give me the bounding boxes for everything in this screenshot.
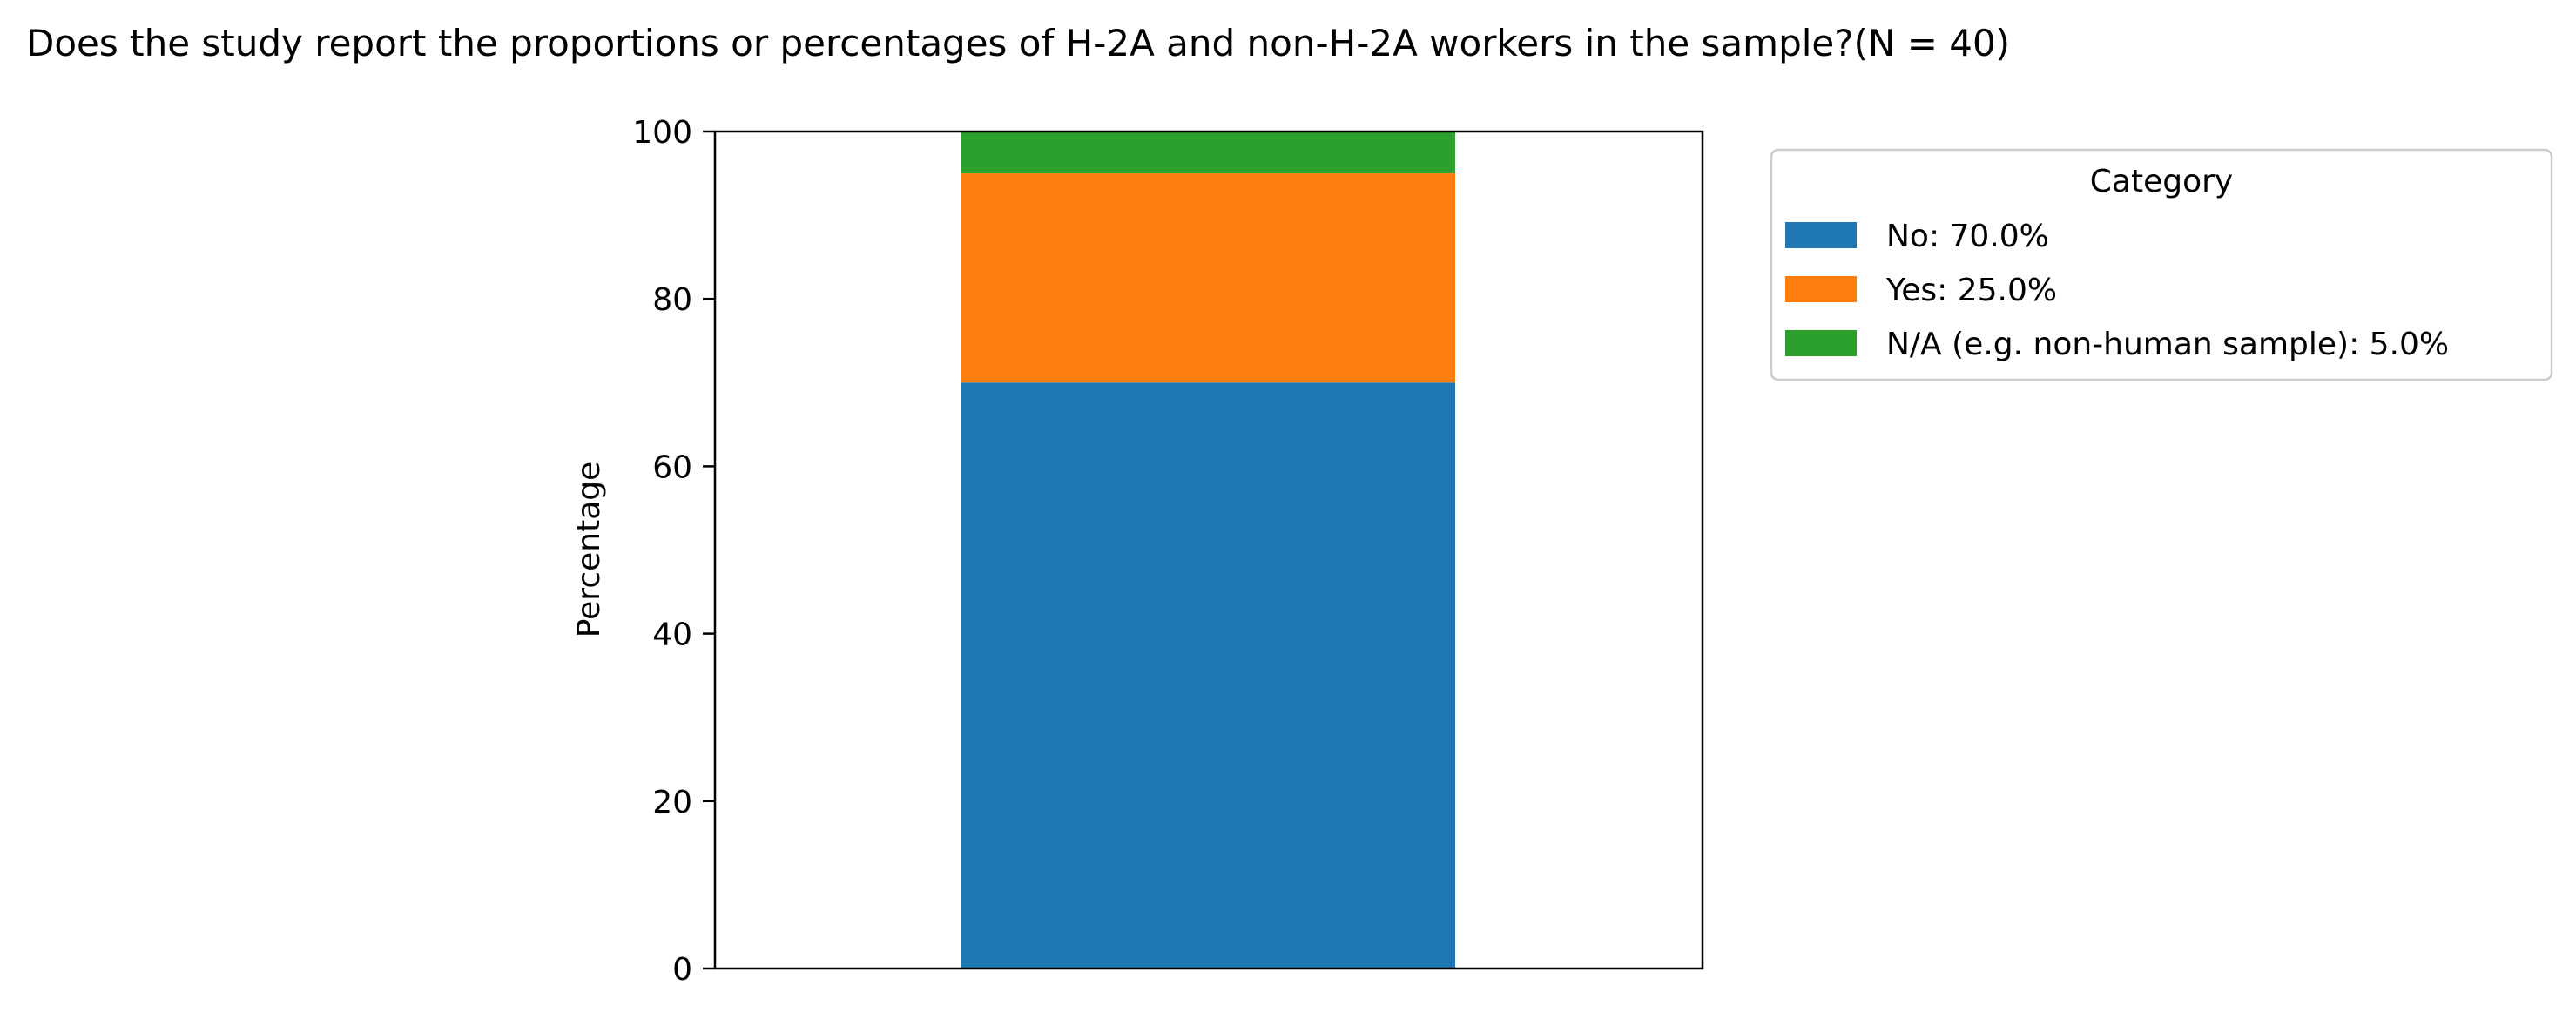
legend: Category No: 70.0% Yes: 25.0% N/A (e.g. no… (1770, 148, 2553, 381)
legend-swatch-0 (1785, 222, 1857, 248)
bar-segment-2 (961, 132, 1455, 174)
y-axis: 0 20 40 60 80 100 (632, 115, 715, 988)
y-tick-label-0: 0 (672, 952, 692, 988)
legend-title: Category (2090, 164, 2233, 199)
y-tick-label-1: 20 (652, 785, 692, 820)
y-axis-label: Percentage (571, 462, 607, 638)
bars-layer (961, 132, 1455, 968)
chart-title: Does the study report the proportions or… (26, 22, 2010, 64)
y-tick-label-3: 60 (652, 449, 692, 485)
legend-swatch-1 (1785, 276, 1857, 302)
legend-swatch-2 (1785, 330, 1857, 356)
y-tick-label-4: 80 (652, 282, 692, 318)
y-tick-label-5: 100 (632, 115, 692, 151)
legend-label-0: No: 70.0% (1886, 219, 2049, 254)
legend-items: No: 70.0% Yes: 25.0% N/A (e.g. non-human s… (1785, 219, 2449, 362)
legend-label-1: Yes: 25.0% (1885, 273, 2057, 308)
y-tick-label-2: 40 (652, 617, 692, 653)
bar-segment-1 (961, 173, 1455, 383)
legend-label-2: N/A (e.g. non-human sample): 5.0% (1886, 327, 2449, 362)
legend-box (1770, 148, 2553, 381)
plot-frame (713, 130, 1704, 970)
bar-segment-0 (961, 382, 1455, 968)
